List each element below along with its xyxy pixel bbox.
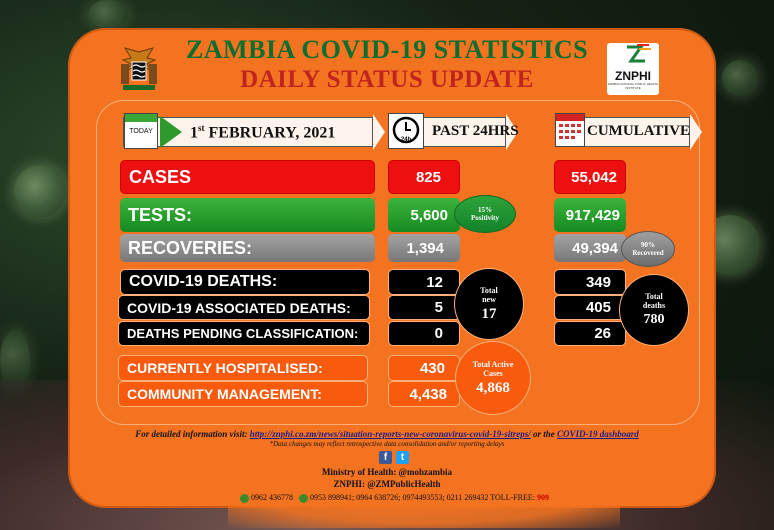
past-header-arrow [506,114,518,150]
disclaimer: *Data changes may reflect retrospective … [269,440,505,448]
znphi-logo: ZNPHI ZAMBIA NATIONAL PUBLIC HEALTH INST… [607,43,659,95]
total-deaths-label-1: Total [645,292,663,301]
page-title: ZAMBIA COVID-19 STATISTICS [185,35,589,64]
assoc-deaths-label: COVID-19 ASSOCIATED DEATHS: [118,295,370,320]
clock-icon: 24h [392,116,420,144]
total-new-deaths-badge: Total new 17 [454,268,524,340]
calendar-grid-icon [559,124,581,139]
info-mid: or the [530,429,558,439]
clock-24h-icon: 24h [388,113,424,149]
assoc-deaths-past-value: 5 [388,295,460,320]
hospitalised-past-value: 430 [388,355,460,381]
facebook-icon[interactable]: f [379,451,392,464]
active-cases-label-2: Cases [483,368,503,378]
active-cases-label-1: Total Active [472,359,514,369]
znphi-handle: ZNPHI: @ZMPublicHealth [333,479,441,489]
cumulative-header-band [575,117,690,147]
pending-deaths-label: DEATHS PENDING CLASSIFICATION: [118,321,370,346]
phone-numbers: 0953 898941; 0964 638726; 0974493553; 02… [310,493,537,502]
calendar-icon [555,113,585,147]
pending-deaths-cumulative-value: 26 [554,321,626,346]
assoc-deaths-cumulative-value: 405 [554,295,626,320]
deaths-label: COVID-19 DEATHS: [120,269,370,295]
phone-icon [299,493,308,503]
coat-of-arms-icon [121,47,157,90]
deaths-cumulative-value: 349 [554,269,626,295]
znphi-mark-icon [627,44,651,63]
footer-band [228,460,620,528]
recoveries-cumulative-value: 49,394 [554,234,626,262]
active-cases-value: 4,868 [476,379,510,396]
active-cases-badge: Total Active Cases 4,868 [455,341,531,415]
today-arrow-icon [160,116,182,148]
community-label: COMMUNITY MANAGEMENT: [118,381,368,407]
virus-particle-bg [722,60,758,96]
positivity-percent: 15% [478,206,492,214]
tests-cumulative-value: 917,429 [554,198,626,232]
virus-particle-bg [88,0,128,28]
recoveries-past-value: 1,394 [388,234,460,262]
today-calendar-icon: TODAY [124,113,158,149]
recoveries-label: RECOVERIES: [120,234,375,262]
total-new-value: 17 [481,305,497,322]
page-subtitle: DAILY STATUS UPDATE [240,66,534,93]
tests-label: TESTS: [120,198,375,232]
tests-past-value: 5,600 [388,198,460,232]
contact-line: 0962 436778 0953 898941; 0964 638726; 09… [240,493,549,503]
main-panel [68,28,716,508]
recovered-percent: 90% [641,241,655,249]
deaths-past-value: 12 [388,269,460,295]
total-new-label-2: new [482,294,496,304]
total-new-label-1: Total [480,285,498,295]
info-line: For detailed information visit: http://z… [0,429,774,439]
svg-text:24h: 24h [401,137,412,143]
recovered-label: Recovered [632,249,664,257]
cases-past-value: 825 [388,160,460,194]
ministry-handle: Ministry of Health: @mohzambia [321,467,453,477]
whatsapp-number: 0962 436778 [251,493,293,502]
today-badge: TODAY [129,128,153,135]
date-header-arrow [373,114,385,150]
total-deaths-label-2: deaths [642,301,666,310]
community-past-value: 4,438 [388,381,460,407]
total-deaths-value: 780 [643,312,665,327]
whatsapp-icon [240,493,249,503]
cases-label: CASES [120,160,375,194]
tollfree-number: 909 [536,493,549,502]
twitter-icon[interactable]: t [396,451,409,464]
recovered-badge: 90% Recovered [621,231,675,267]
report-date: 1st FEBRUARY, 2021 [190,123,336,142]
positivity-badge: 15% Positivity [454,195,516,233]
cumulative-header-arrow [690,114,702,150]
stats-frame [96,100,700,425]
sitrep-link[interactable]: http://znphi.co.zm/news/situation-report… [249,429,531,439]
znphi-logo-subtext: ZAMBIA NATIONAL PUBLIC HEALTH INSTITUTE [607,82,659,90]
znphi-logo-text: ZNPHI [615,69,651,83]
hospitalised-label: CURRENTLY HOSPITALISED: [118,355,368,381]
total-deaths-badge: Total deaths 780 [619,274,689,346]
info-prefix: For detailed information visit: [135,429,250,439]
virus-particle-bg [14,165,66,217]
pending-deaths-past-value: 0 [388,321,460,346]
past-24hrs-label: PAST 24HRS [432,123,519,139]
cases-cumulative-value: 55,042 [554,160,626,194]
cumulative-label: CUMULATIVE [587,123,691,139]
dashboard-link[interactable]: COVID-19 dashboard [557,429,639,439]
positivity-label: Positivity [471,214,499,222]
